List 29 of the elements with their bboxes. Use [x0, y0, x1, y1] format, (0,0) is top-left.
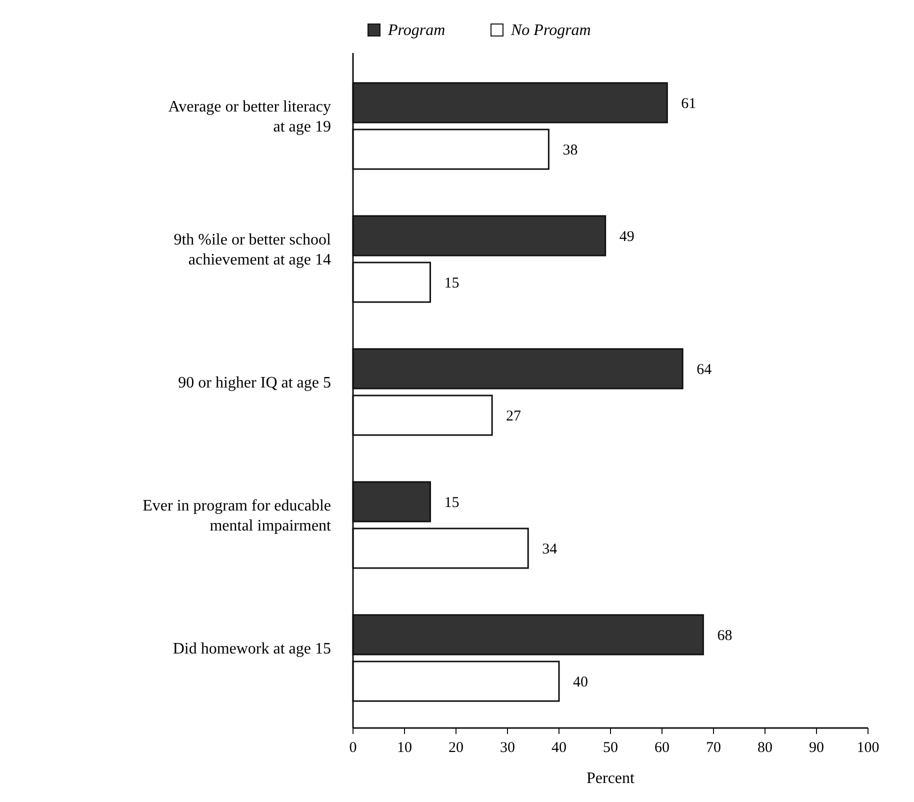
x-tick-label: 70	[706, 740, 721, 756]
y-tick-label: 9th %ile or better school achievement at age 14	[174, 232, 332, 268]
y-tick-label: 90 or higher IQ at age 5	[178, 374, 331, 392]
x-tick-label: 50	[603, 740, 618, 756]
data-label: 15	[444, 494, 460, 511]
legend-label: Program	[387, 22, 446, 39]
x-tick-label: 60	[654, 740, 670, 756]
x-tick-label: 80	[758, 740, 772, 756]
data-label: 27	[506, 408, 522, 424]
x-tick-label: 0	[349, 740, 357, 756]
x-tick-label: 10	[397, 740, 412, 756]
x-tick-label: 100	[856, 740, 880, 756]
x-tick-label: 20	[448, 740, 464, 756]
data-label: 68	[717, 628, 732, 644]
data-label: 15	[444, 275, 460, 292]
x-tick-label: 90	[809, 740, 824, 756]
y-tick-label: Average or better literacy at age 19	[168, 98, 331, 136]
data-label: 40	[573, 674, 588, 690]
data-label: 49	[619, 228, 634, 245]
y-tick-label: Ever in program for educable mental impairment	[142, 498, 332, 534]
x-axis-title: Percent	[586, 770, 636, 787]
x-tick-label: 40	[552, 740, 566, 756]
data-label: 61	[681, 96, 696, 112]
data-label: 38	[562, 142, 578, 158]
y-tick-label: Did homework at age 15	[172, 640, 331, 658]
data-label: 64	[696, 362, 712, 378]
data-label: 34	[542, 541, 558, 558]
legend-label: No Program	[510, 22, 591, 39]
x-tick-label: 30	[500, 740, 515, 756]
